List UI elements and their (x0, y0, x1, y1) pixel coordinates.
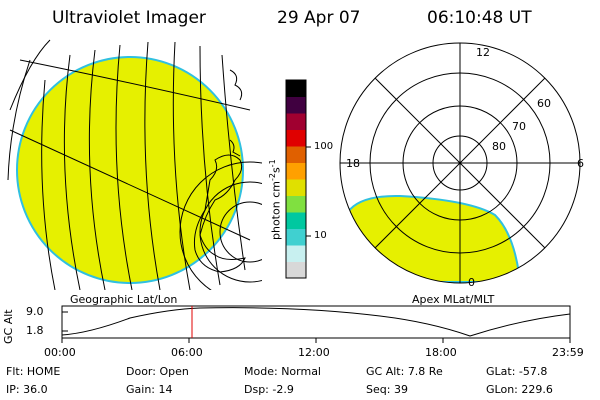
mlt-label-18: 18 (346, 157, 360, 170)
colorbar-segment (286, 80, 306, 97)
altitude-xtick-0600: 06:00 (171, 346, 203, 359)
colorbar-segment (286, 245, 306, 262)
instrument-title: Ultraviolet Imager (52, 8, 206, 28)
colorbar-label-10: 10 (314, 230, 327, 241)
lat-lon-grid (7, 39, 262, 290)
observation-date: 29 Apr 07 (277, 8, 361, 28)
altitude-axis-label: GC Alt (2, 309, 15, 344)
colorbar-segment (286, 96, 306, 114)
apex-panel-label: Apex MLat/MLT (412, 293, 495, 306)
coastline-island (229, 139, 241, 157)
colorbar-segment (286, 179, 306, 196)
altitude-ytick-9: 9.0 (26, 305, 44, 318)
mlt-label-6: 6 (577, 157, 584, 170)
colorbar-label-100: 100 (314, 141, 334, 152)
status-glon: GLon: 229.6 (486, 383, 553, 396)
polar-grid (339, 42, 581, 284)
colorbar-segment (286, 113, 306, 130)
status-ip: IP: 36.0 (6, 383, 48, 396)
colorbar-segment (286, 228, 306, 246)
colorbar-segment (286, 261, 306, 279)
colorbar-unit-label: photon cm-2s-1 (268, 159, 283, 240)
colorbar-frame (285, 79, 307, 279)
mlat-label-70: 70 (512, 120, 526, 133)
coastline (194, 154, 246, 273)
colorbar-segment (286, 195, 306, 213)
altitude-xtick-0000: 00:00 (44, 346, 76, 359)
mlt-label-12: 12 (476, 46, 490, 59)
mlat-label-80: 80 (492, 140, 506, 153)
observation-time: 06:10:48 UT (427, 8, 532, 28)
status-seq: Seq: 39 (366, 383, 408, 396)
coastline-north (229, 69, 243, 101)
altitude-plot (61, 305, 571, 343)
status-mode: Mode: Normal (244, 365, 321, 378)
status-dsp: Dsp: -2.9 (244, 383, 294, 396)
altitude-frame (61, 305, 571, 339)
status-flt: Flt: HOME (6, 365, 61, 378)
status-gc-alt: GC Alt: 7.8 Re (366, 365, 443, 378)
colorbar-segment (286, 212, 306, 229)
colorbar-segment (286, 162, 306, 180)
mlat-label-60: 60 (537, 97, 551, 110)
emission-disk (16, 56, 244, 284)
altitude-curve (61, 307, 571, 337)
colorbar-segment (286, 146, 306, 163)
status-glat: GLat: -57.8 (486, 365, 548, 378)
colorbar (286, 80, 306, 279)
polar-map (339, 42, 581, 284)
altitude-ytick-1-8: 1.8 (26, 324, 44, 337)
mlt-label-0: 0 (468, 276, 475, 289)
altitude-xtick-2359: 23:59 (552, 346, 584, 359)
status-gain: Gain: 14 (126, 383, 173, 396)
altitude-xtick-1800: 18:00 (425, 346, 457, 359)
geographic-panel-label: Geographic Lat/Lon (70, 293, 178, 306)
status-door: Door: Open (126, 365, 189, 378)
geographic-map (7, 39, 262, 290)
altitude-xtick-1200: 12:00 (298, 346, 330, 359)
colorbar-segment (286, 129, 306, 147)
